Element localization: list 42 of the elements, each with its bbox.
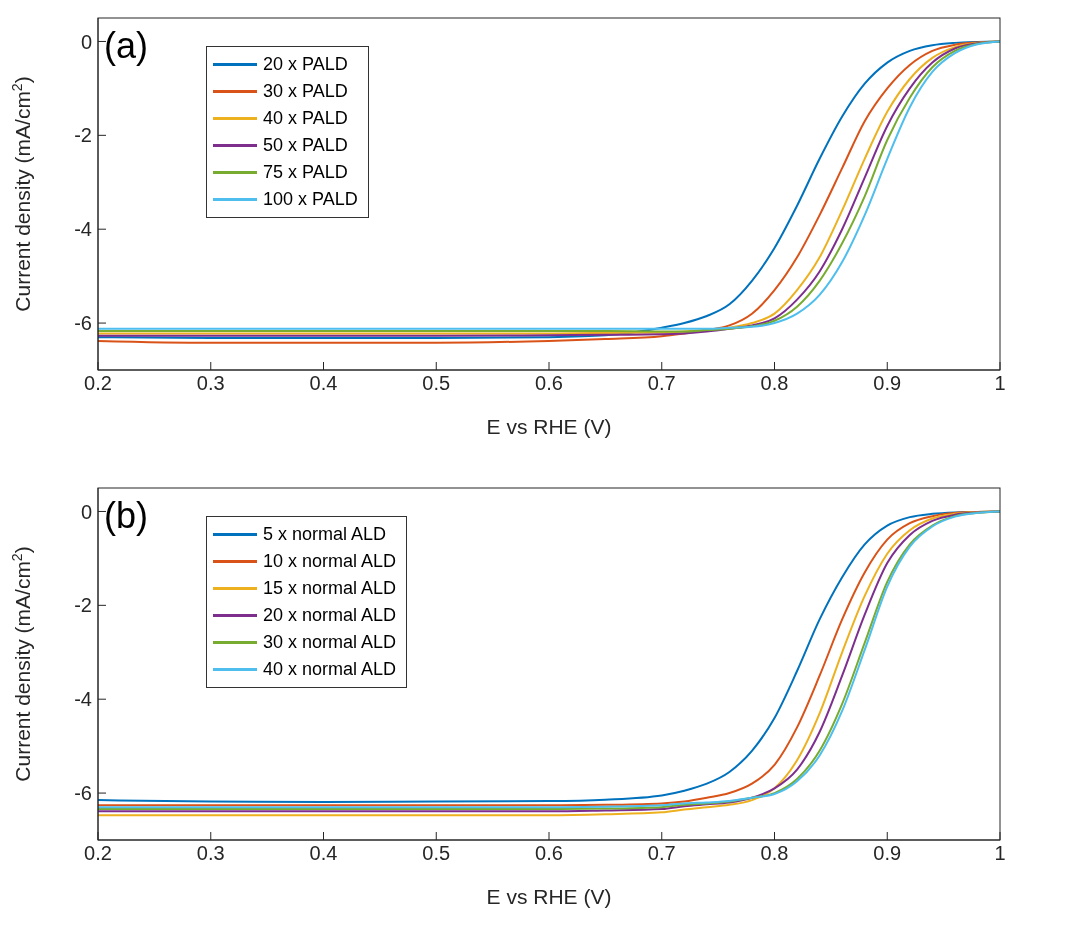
x-tick-label: 0.5: [422, 842, 451, 865]
x-tick-label: 0.4: [309, 842, 338, 865]
x-axis-title: E vs RHE (V): [486, 415, 612, 438]
x-tick-label: 0.3: [196, 842, 225, 865]
x-tick-label: 0.9: [873, 842, 902, 865]
x-tick-label: 0.7: [647, 372, 676, 395]
x-tick-label: 0.8: [760, 842, 789, 865]
legend-label: 50 x PALD: [263, 135, 348, 156]
legend-label: 100 x PALD: [263, 189, 358, 210]
x-tick-label: 0.7: [647, 842, 676, 865]
x-tick-label: 1: [994, 372, 1006, 395]
annotation: (a): [104, 25, 148, 66]
legend-label: 40 x PALD: [263, 108, 348, 129]
x-tick-label: 0.3: [196, 372, 225, 395]
y-tick-label: -4: [74, 688, 92, 711]
x-tick-label: 0.2: [84, 842, 112, 865]
legend-label: 10 x normal ALD: [263, 551, 397, 572]
legend-label: 30 x PALD: [263, 81, 348, 102]
legend-label: 40 x normal ALD: [263, 659, 397, 680]
x-tick-label: 0.5: [422, 372, 451, 395]
x-tick-label: 0.6: [535, 372, 563, 395]
legend-label: 20 x PALD: [263, 54, 348, 75]
y-tick-label: -4: [74, 218, 92, 241]
y-tick-label: -2: [74, 594, 92, 617]
legend-label: 75 x PALD: [263, 162, 348, 183]
legend-label: 30 x normal ALD: [263, 632, 397, 653]
legend-label: 5 x normal ALD: [263, 524, 387, 545]
y-tick-label: -6: [74, 782, 92, 805]
y-tick-label: 0: [80, 30, 92, 53]
x-tick-label: 0.6: [535, 842, 563, 865]
x-tick-label: 1: [994, 842, 1006, 865]
x-tick-label: 0.9: [873, 372, 902, 395]
annotation: (b): [104, 495, 148, 536]
legend-label: 20 x normal ALD: [263, 605, 397, 626]
x-tick-label: 0.4: [309, 372, 338, 395]
x-tick-label: 0.8: [760, 372, 789, 395]
x-axis-title: E vs RHE (V): [486, 885, 612, 908]
x-tick-label: 0.2: [84, 372, 112, 395]
y-tick-label: 0: [80, 500, 92, 523]
y-tick-label: -2: [74, 124, 92, 147]
legend-label: 15 x normal ALD: [263, 578, 397, 599]
y-tick-label: -6: [74, 312, 92, 335]
